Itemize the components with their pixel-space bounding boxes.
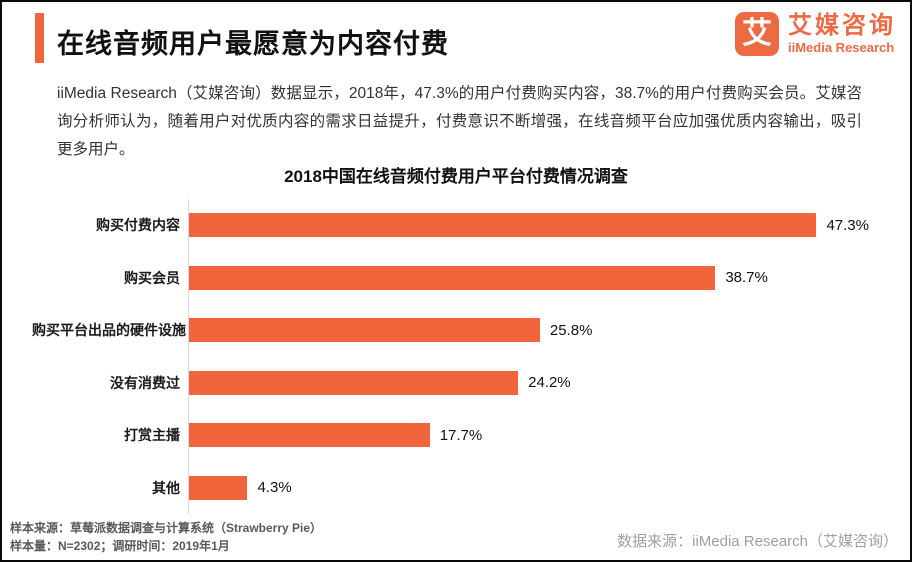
category-label: 没有消费过 [110,374,180,391]
bar [189,265,716,290]
bar [189,213,817,238]
sample-source-note: 样本来源：草莓派数据调查与计算系统（Strawberry Pie） [10,521,323,535]
category-label: 其他 [152,479,180,496]
logo-text: 艾媒咨询 iiMedia Research [788,12,896,55]
value-label: 47.3% [826,216,869,234]
value-label: 17.7% [439,426,483,444]
chart-row: 购买付费内容 47.3% [32,199,894,252]
bar-track: 4.3% [188,461,869,514]
bar-track: 38.7% [188,251,869,304]
chart-row: 其他 4.3% [32,461,894,514]
category-label: 购买会员 [124,269,180,286]
chart-row: 购买平台出品的硬件设施 25.8% [32,304,894,357]
chart-row: 打赏主播 17.7% [32,409,894,462]
bar [189,370,519,395]
data-source-note: 数据来源：iiMedia Research（艾媒咨询） [617,533,898,550]
bar-track: 25.8% [188,304,869,357]
iimedia-logo-icon: 艾 [735,12,779,56]
intro-paragraph: iiMedia Research（艾媒咨询）数据显示，2018年，47.3%的用… [57,85,862,158]
logo-name-en: iiMedia Research [788,39,895,55]
logo-name-cn: 艾媒咨询 [788,12,896,40]
bar [189,475,248,500]
category-label: 购买平台出品的硬件设施 [32,322,186,339]
category-label: 打赏主播 [124,427,180,444]
value-label: 38.7% [725,269,768,287]
bar [189,318,540,343]
bar-track: 17.7% [188,409,869,462]
value-label: 25.8% [549,321,593,339]
bar-track: 47.3% [188,199,869,252]
value-label: 24.2% [528,374,571,392]
title-accent-bar [35,13,44,63]
category-label: 购买付费内容 [96,217,180,234]
chart-row: 没有消费过 24.2% [32,356,894,409]
chart-title: 2018中国在线音频付费用户平台付费情况调查 [284,167,628,186]
bar-track: 24.2% [188,356,869,409]
iimedia-logo: 艾 艾媒咨询 iiMedia Research [735,12,896,56]
footer-sample-notes: 样本来源：草莓派数据调查与计算系统（Strawberry Pie） 样本量：N=… [10,519,322,555]
page-title: 在线音频用户最愿意为内容付费 [57,29,449,59]
bar [189,423,430,448]
value-label: 4.3% [257,479,292,497]
bar-chart: 购买付费内容 47.3% 购买会员 38.7% 购买平台出品的硬件设施 25.8% 没有消费… [32,199,894,514]
chart-row: 购买会员 38.7% [32,251,894,304]
sample-size-note: 样本量：N=2302；调研时间：2019年1月 [10,539,230,553]
